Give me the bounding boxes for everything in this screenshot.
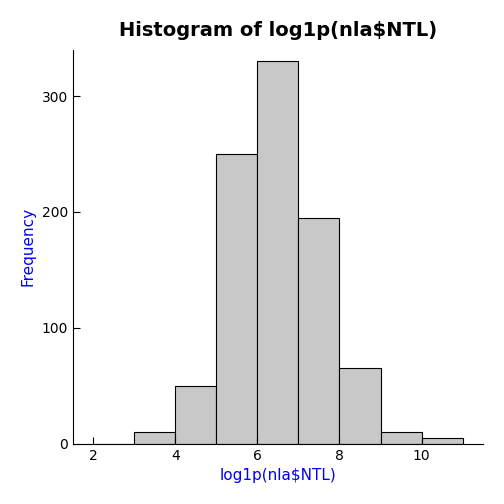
Title: Histogram of log1p(nla$NTL): Histogram of log1p(nla$NTL): [119, 21, 437, 40]
Bar: [381, 432, 421, 444]
Bar: [340, 368, 381, 444]
Bar: [134, 432, 175, 444]
Bar: [258, 61, 298, 444]
Bar: [421, 438, 463, 444]
X-axis label: log1p(nla$NTL): log1p(nla$NTL): [220, 468, 336, 483]
Bar: [175, 386, 216, 444]
Bar: [216, 154, 258, 444]
Bar: [298, 218, 340, 444]
Y-axis label: Frequency: Frequency: [21, 207, 36, 286]
